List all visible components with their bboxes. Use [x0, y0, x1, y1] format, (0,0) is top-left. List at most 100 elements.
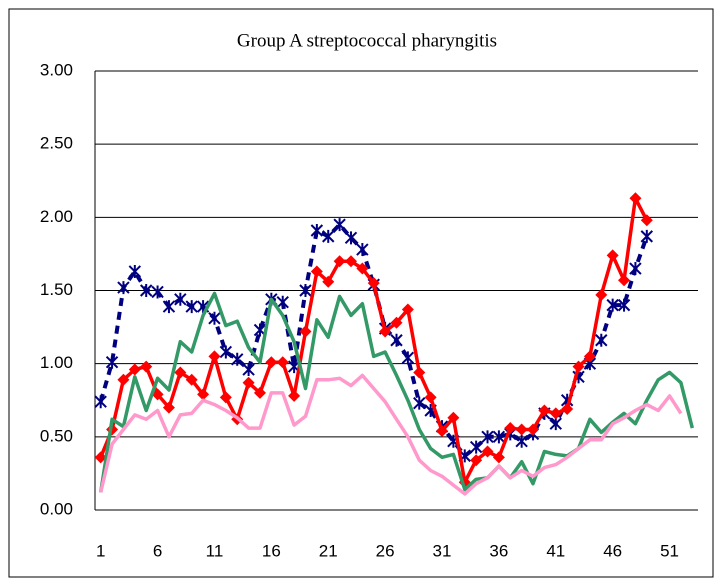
- asterisk-marker: [617, 298, 631, 312]
- diamond-marker: [561, 403, 574, 416]
- asterisk-marker: [208, 311, 221, 325]
- diamond-marker: [265, 356, 278, 369]
- series-line: [98, 291, 694, 493]
- asterisk-marker: [356, 243, 369, 257]
- diamond-marker: [94, 451, 107, 464]
- diamond-marker: [447, 411, 460, 424]
- asterisk-marker: [139, 284, 153, 297]
- diamond-marker: [333, 255, 346, 268]
- y-tick-label: 2.00: [40, 207, 73, 226]
- diamond-marker: [219, 391, 232, 404]
- chart-border: [8, 8, 714, 578]
- y-tick-label: 3.00: [40, 60, 73, 79]
- diamond-marker: [208, 350, 221, 363]
- asterisk-marker: [333, 218, 346, 232]
- y-tick-label: 0.50: [40, 426, 73, 445]
- asterisk-marker: [151, 285, 164, 299]
- diamond-marker: [515, 423, 528, 436]
- y-tick-label: 1.00: [40, 353, 73, 372]
- asterisk-marker: [231, 352, 244, 366]
- diamond-marker: [629, 192, 642, 205]
- x-tick-label: 26: [376, 541, 395, 560]
- asterisk-marker: [595, 333, 608, 347]
- x-tick-label: 51: [660, 541, 679, 560]
- x-tick-label: 16: [262, 541, 281, 560]
- asterisk-marker: [185, 300, 198, 314]
- diamond-marker: [640, 214, 653, 227]
- diamond-marker: [322, 275, 335, 288]
- asterisk-marker: [481, 430, 494, 444]
- diamond-marker: [618, 274, 631, 287]
- x-tick-label: 6: [153, 541, 162, 560]
- chart-title: Group A streptococcal pharyngitis: [237, 30, 497, 51]
- x-tick-label: 46: [603, 541, 622, 560]
- diamond-marker: [390, 316, 403, 329]
- asterisk-marker: [128, 264, 142, 278]
- diamond-marker: [583, 350, 596, 363]
- diamond-marker: [242, 376, 255, 389]
- diamond-marker: [174, 366, 187, 379]
- asterisk-marker: [469, 440, 483, 454]
- x-tick-label: 1: [96, 541, 105, 560]
- asterisk-marker: [606, 298, 619, 312]
- asterisk-marker: [629, 262, 642, 276]
- x-tick-label: 21: [319, 541, 338, 560]
- asterisk-marker: [174, 292, 187, 306]
- asterisk-marker: [401, 351, 415, 365]
- series-line: [98, 373, 683, 496]
- diamond-marker: [379, 325, 392, 338]
- x-tick-label: 36: [489, 541, 508, 560]
- diamond-marker: [436, 424, 449, 437]
- diamond-marker: [527, 423, 540, 436]
- diamond-marker: [310, 265, 323, 278]
- asterisk-marker: [515, 434, 528, 448]
- diamond-marker: [117, 373, 130, 386]
- diamond-marker: [276, 356, 289, 369]
- asterisk-marker: [413, 396, 426, 410]
- diamond-marker: [253, 386, 266, 399]
- asterisk-marker: [162, 300, 176, 314]
- x-tick-label: 41: [546, 541, 565, 560]
- diamond-marker: [492, 451, 505, 464]
- diamond-marker: [344, 255, 357, 268]
- asterisk-marker: [310, 224, 324, 238]
- asterisk-marker: [276, 295, 289, 309]
- diamond-marker: [481, 445, 494, 458]
- asterisk-marker: [390, 333, 403, 347]
- diamond-marker: [185, 373, 198, 386]
- diamond-marker: [288, 389, 301, 402]
- y-tick-label: 2.50: [40, 134, 73, 153]
- diamond-marker: [401, 303, 414, 316]
- diamond-marker: [356, 262, 369, 275]
- diamond-marker: [606, 249, 619, 262]
- diamond-marker: [197, 388, 210, 401]
- asterisk-marker: [492, 430, 506, 444]
- asterisk-marker: [344, 231, 358, 245]
- asterisk-marker: [117, 281, 130, 295]
- asterisk-marker: [94, 395, 107, 409]
- diamond-marker: [538, 404, 551, 417]
- diamond-marker: [413, 366, 426, 379]
- diamond-marker: [140, 360, 153, 373]
- diamond-marker: [549, 407, 562, 420]
- diamond-marker: [128, 363, 141, 376]
- x-tick-label: 31: [433, 541, 452, 560]
- diamond-marker: [367, 277, 380, 290]
- x-tick-label: 11: [206, 541, 224, 560]
- diamond-marker: [424, 391, 437, 404]
- diamond-marker: [595, 288, 608, 301]
- asterisk-marker: [219, 345, 233, 359]
- asterisk-marker: [322, 229, 335, 243]
- diamond-marker: [504, 422, 517, 435]
- diamond-marker: [162, 401, 175, 414]
- diamond-marker: [299, 325, 312, 338]
- y-tick-label: 1.50: [40, 280, 73, 299]
- asterisk-marker: [299, 284, 312, 297]
- diamond-marker: [470, 454, 483, 467]
- diamond-marker: [572, 360, 585, 373]
- y-tick-label: 0.00: [40, 499, 73, 518]
- asterisk-marker: [640, 229, 654, 243]
- asterisk-marker: [242, 363, 255, 377]
